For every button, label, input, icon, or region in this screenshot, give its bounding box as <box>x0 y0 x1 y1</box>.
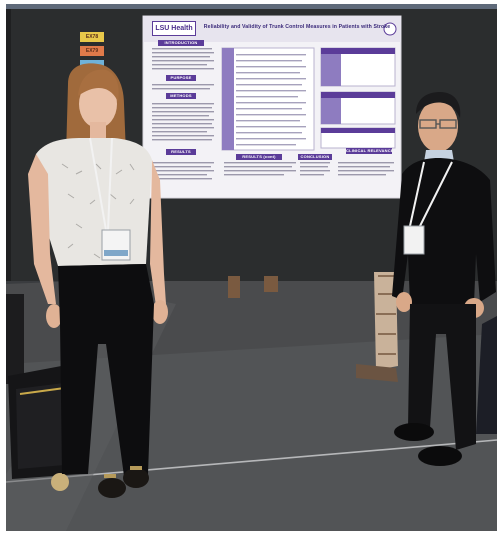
section-purpose: PURPOSE <box>166 75 196 81</box>
board-tag-2: EX79 <box>85 48 99 54</box>
man <box>392 92 496 466</box>
woman-pants <box>58 264 154 476</box>
poster-title: Reliability and Validity of Trunk Contro… <box>203 24 391 30</box>
background-person-legs <box>374 272 398 370</box>
section-conclusion: CONCLUSION <box>298 154 332 160</box>
man-sweater <box>392 158 496 304</box>
tag-orange <box>80 46 104 56</box>
poster-logo: LSU Health <box>152 21 196 36</box>
section-methods: METHODS <box>166 93 196 99</box>
tag-yellow <box>80 32 104 42</box>
man-badge <box>403 225 425 255</box>
section-results: RESULTS <box>166 149 196 155</box>
section-clinical-relevance: CLINICAL RELEVANCE <box>346 148 392 154</box>
board-tag-1: EX78 <box>85 34 99 40</box>
photo: LSU Health Reliability and Validity of T… <box>6 4 497 531</box>
scene-illustration <box>6 4 497 531</box>
section-introduction: INTRODUCTION <box>158 40 204 46</box>
man-pants <box>408 304 476 450</box>
section-results-cont: RESULTS (cont) <box>236 154 282 160</box>
woman <box>28 63 168 498</box>
